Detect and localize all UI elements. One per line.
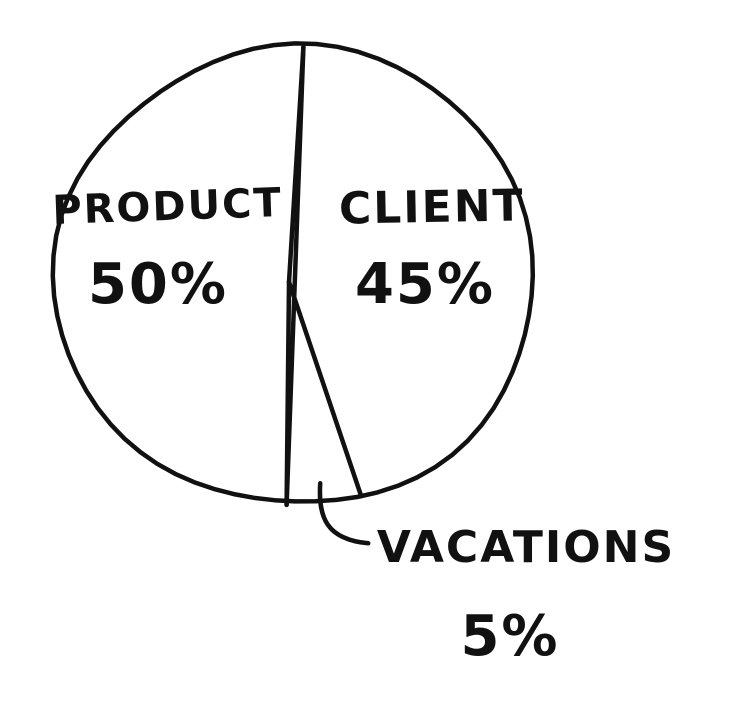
slice-value-client: 45% <box>355 252 495 317</box>
slice-divider-main <box>284 44 306 508</box>
pie-slice-vacations <box>286 282 362 506</box>
slice-value-product: 50% <box>88 252 228 317</box>
vacations-leader-line <box>317 481 371 546</box>
slice-divider-3 <box>286 279 364 499</box>
pie-slice-client <box>289 47 536 497</box>
slice-label-client: CLIENT <box>339 180 525 234</box>
slice-dividers <box>284 44 364 508</box>
pie-slices <box>54 46 536 506</box>
slice-label-vacations: VACATIONS <box>377 522 675 573</box>
pie-slice-product <box>54 46 304 505</box>
slice-label-product: PRODUCT <box>52 180 284 234</box>
pie-outline <box>50 41 536 504</box>
slice-value-vacations: 5% <box>460 604 559 669</box>
